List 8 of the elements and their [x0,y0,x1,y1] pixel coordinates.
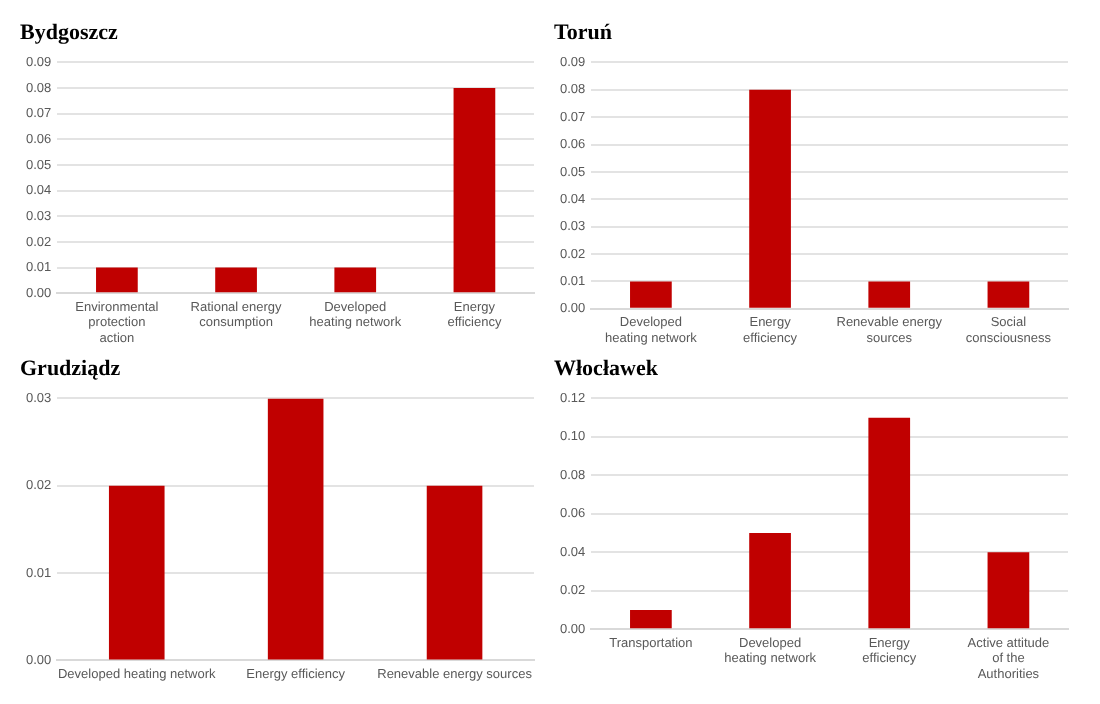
bar [749,533,791,629]
chart-title: Grudziądz [20,356,121,381]
bar [987,552,1030,629]
bar [868,417,911,629]
chart-title: Bydgoszcz [20,20,118,45]
bar [630,609,672,629]
chart-title: Włocławek [554,356,660,381]
chart-title: Toruń [554,20,612,45]
